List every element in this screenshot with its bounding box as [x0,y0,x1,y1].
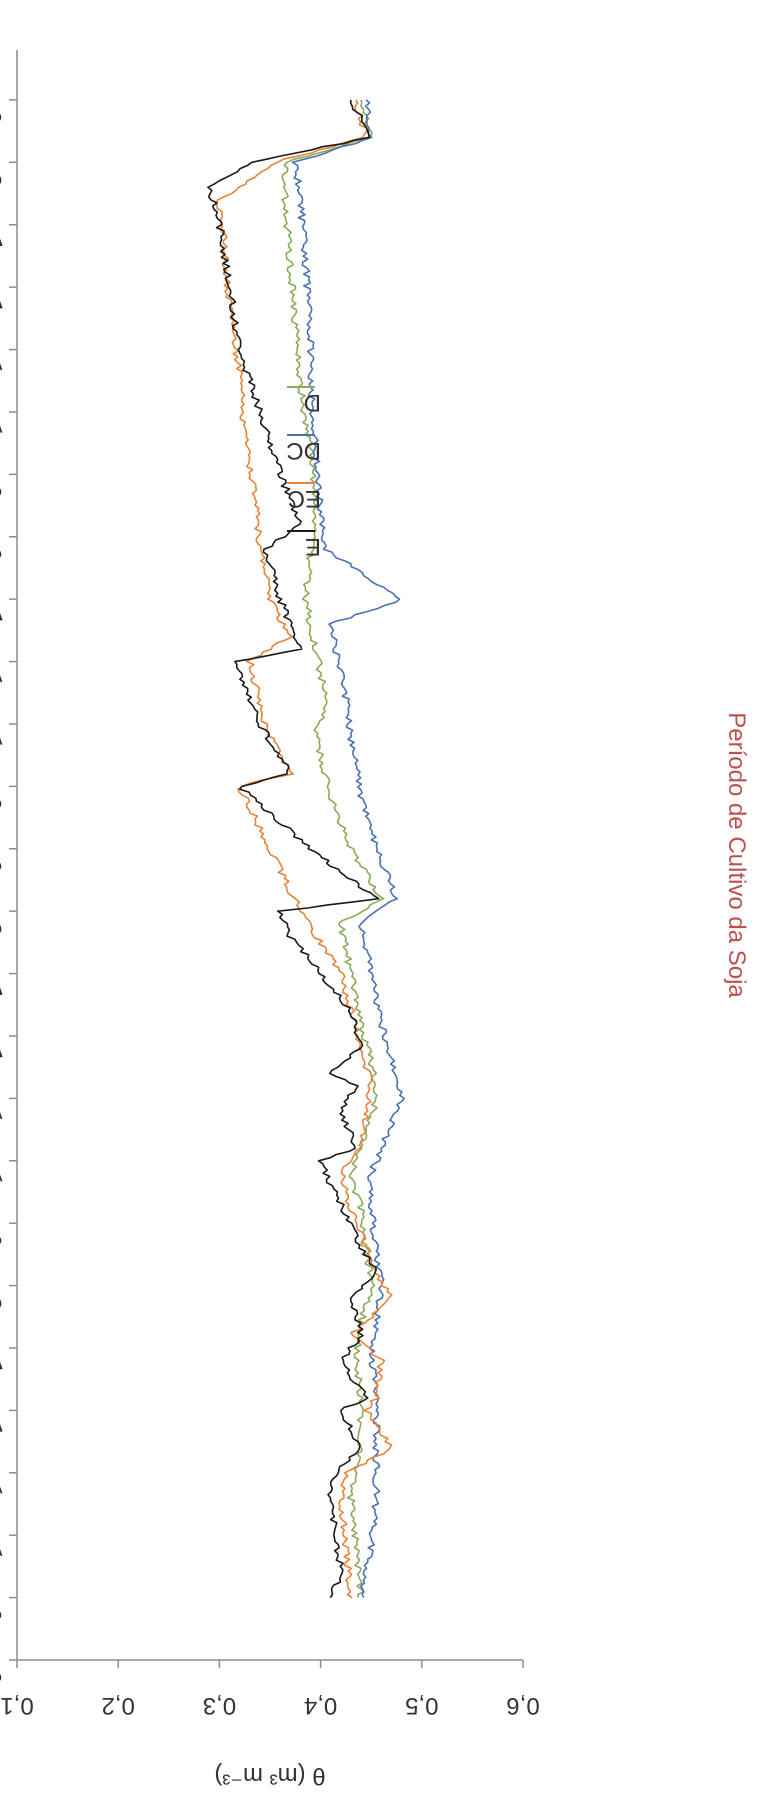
x-tick-label: 26/03/2015 [0,132,9,254]
x-axis-title: Período de Cultivo da Soja [723,712,750,998]
y-tick-label: 0,2 [102,1692,135,1719]
x-tick-label: 19/02/2015 [0,569,9,691]
legend: D DC EC E [286,386,321,560]
x-tick-label: 30/01/2015 [0,818,9,940]
x-tick-label: 06/12/2014 [0,1505,9,1627]
y-tick-label: 0,1 [0,1692,33,1719]
x-tick-label: 11/03/2015 [0,321,9,441]
x-axis-ticks: 01/12/201406/12/201411/12/201416/12/2014… [0,7,17,1689]
x-tick-label: 04/02/2015 [0,756,9,878]
x-tick-label: 09/02/2015 [0,693,9,815]
legend-label-ec: EC [288,485,321,512]
y-tick-label: 0,6 [506,1692,539,1719]
x-tick-label: 21/03/2015 [0,194,9,316]
x-tick-label: 31/03/2015 [0,69,9,191]
x-tick-label: 20/01/2015 [0,943,9,1065]
x-tick-label: 14/02/2015 [0,631,9,753]
x-tick-label: 15/01/2015 [0,1005,9,1127]
x-tick-label: 26/12/2014 [0,1255,9,1377]
x-tick-label: 21/12/2014 [0,1317,9,1439]
x-tick-label: 16/03/2015 [0,257,9,379]
y-axis-ticks: 0,1 0,2 0,3 0,4 0,5 0,6 [0,1660,540,1719]
x-tick-label: 25/01/2015 [0,881,9,1003]
series-group [207,99,406,1599]
x-tick-label: 01/03/2015 [0,444,9,566]
legend-label-dc: DC [286,437,321,464]
y-axis-title: θ (m³ m⁻³) [214,1762,325,1789]
legend-label-d: D [304,389,321,416]
legend-label-e: E [305,533,321,560]
x-tick-label: 24/02/2015 [0,506,9,628]
series-line-e [207,99,380,1599]
x-tick-label: 06/03/2015 [0,381,9,503]
x-tick-label: 01/12/2014 [0,1567,9,1689]
series-line-ec [215,99,393,1599]
x-tick-label: 10/01/2015 [0,1068,9,1190]
x-tick-label: 11/12/2014 [0,1444,9,1564]
x-tick-label: 05/04/2015 [0,7,9,129]
series-line-d [281,99,385,1598]
y-tick-label: 0,4 [304,1692,337,1719]
x-tick-label: 16/12/2014 [0,1380,9,1502]
y-tick-label: 0,5 [405,1692,438,1719]
x-tick-label: 31/12/2014 [0,1193,9,1315]
series-line-dc [291,99,406,1598]
y-tick-label: 0,3 [203,1692,236,1719]
x-tick-label: 05/01/2015 [0,1130,9,1252]
